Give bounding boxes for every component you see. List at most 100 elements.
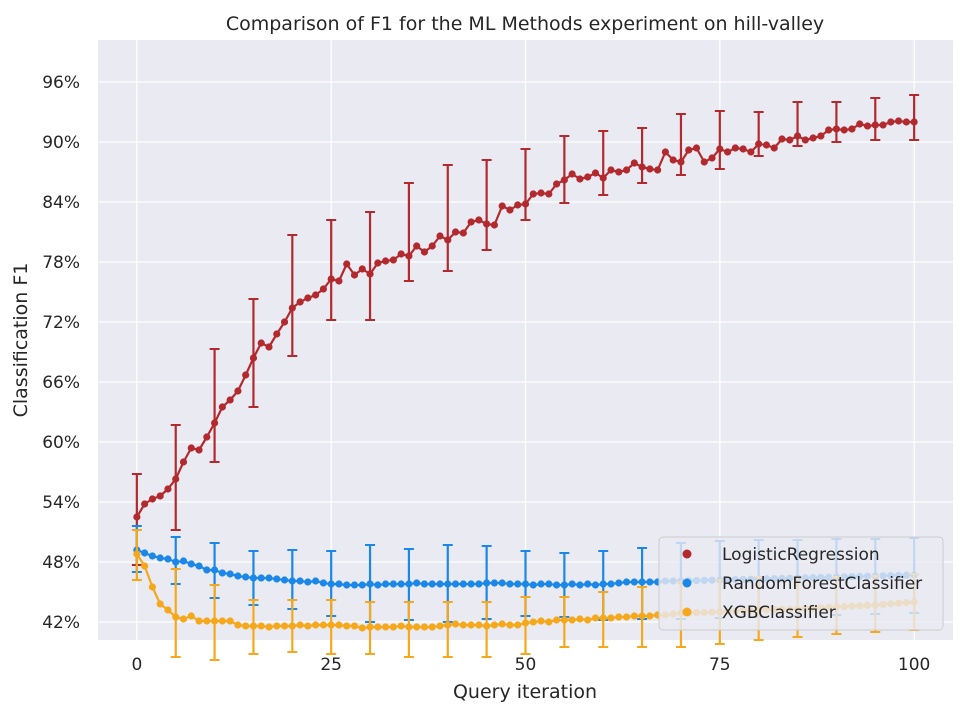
data-point: [723, 148, 732, 156]
data-point: [661, 148, 670, 156]
data-point: [467, 621, 475, 629]
error-bar: [442, 164, 453, 272]
data-point: [210, 617, 219, 625]
data-point: [475, 216, 483, 224]
data-point: [428, 580, 436, 588]
data-point: [840, 126, 848, 134]
data-point: [179, 615, 188, 623]
data-point: [902, 118, 910, 126]
legend-label: LogisticRegression: [722, 545, 880, 565]
data-point: [483, 622, 491, 630]
data-point: [856, 120, 864, 128]
y-axis-label: Classification F1: [10, 263, 32, 418]
data-point: [327, 580, 335, 588]
data-point: [646, 165, 654, 173]
data-point: [296, 298, 304, 306]
data-point: [335, 580, 343, 588]
data-point: [529, 190, 537, 198]
data-point: [218, 403, 226, 411]
data-point: [203, 566, 211, 574]
data-point: [599, 174, 607, 182]
legend: LogisticRegression RandomForestClassifier…: [658, 536, 944, 631]
data-point: [420, 580, 429, 588]
data-point: [762, 141, 771, 149]
data-point: [685, 146, 693, 154]
data-point: [521, 580, 530, 588]
data-point: [203, 433, 211, 441]
data-point: [156, 492, 164, 500]
data-point: [459, 580, 467, 588]
data-point: [584, 616, 592, 624]
data-point: [475, 580, 483, 588]
data-point: [451, 580, 460, 588]
data-point: [413, 579, 421, 587]
data-point: [374, 581, 382, 589]
legend-label: RandomForestClassifier: [722, 574, 922, 594]
data-point: [374, 259, 382, 267]
data-point: [607, 580, 615, 588]
data-point: [591, 581, 600, 589]
data-point: [622, 613, 631, 621]
data-point: [638, 612, 646, 620]
data-point: [599, 614, 607, 622]
data-point: [203, 617, 211, 625]
data-point: [576, 581, 584, 589]
data-point: [786, 136, 794, 144]
x-axis-label: Query iteration: [453, 681, 597, 703]
error-bar: [714, 110, 725, 170]
data-point: [444, 621, 452, 629]
data-point: [615, 613, 623, 621]
y-tick-label: 60%: [42, 433, 80, 453]
data-point: [148, 495, 157, 503]
data-point: [405, 580, 413, 588]
data-point: [366, 580, 374, 588]
data-point: [825, 126, 833, 134]
y-tick-label: 90%: [42, 133, 80, 153]
data-point: [731, 144, 739, 152]
data-point: [164, 606, 172, 614]
data-point: [615, 579, 623, 587]
data-point: [770, 144, 778, 152]
data-point: [381, 580, 390, 588]
data-point: [669, 156, 677, 164]
data-point: [187, 560, 195, 568]
x-tick-label: 25: [320, 655, 342, 675]
error-bar: [520, 148, 531, 221]
y-tick-label: 96%: [42, 73, 80, 93]
error-bar: [909, 94, 920, 141]
error-bar: [442, 601, 453, 658]
data-point: [397, 580, 405, 588]
error-bar: [637, 127, 648, 184]
data-point: [148, 552, 157, 560]
data-point: [576, 615, 584, 623]
data-point: [327, 275, 335, 283]
data-point: [420, 623, 429, 631]
data-point: [451, 620, 460, 628]
series-LogisticRegression: [131, 94, 920, 566]
data-point: [226, 617, 234, 625]
error-bar: [753, 111, 764, 157]
error-bar: [365, 211, 376, 321]
data-point: [677, 158, 685, 166]
x-tick-label: 0: [131, 655, 142, 675]
chart-title: Comparison of F1 for the ML Methods expe…: [226, 13, 824, 35]
error-bar: [326, 219, 337, 321]
data-point: [436, 580, 444, 588]
data-point: [141, 500, 149, 508]
legend-box: [658, 536, 944, 631]
data-point: [164, 555, 172, 563]
data-point: [312, 291, 320, 299]
data-point: [568, 580, 576, 588]
data-point: [521, 619, 530, 627]
data-point: [793, 132, 802, 140]
data-point: [428, 242, 436, 250]
data-point: [397, 622, 405, 630]
data-point: [622, 166, 631, 174]
data-point: [257, 574, 265, 582]
data-point: [638, 578, 646, 586]
data-point: [459, 229, 467, 237]
data-point: [187, 612, 195, 620]
y-tick-label: 78%: [42, 253, 80, 273]
data-point: [894, 117, 903, 125]
data-point: [521, 200, 530, 208]
